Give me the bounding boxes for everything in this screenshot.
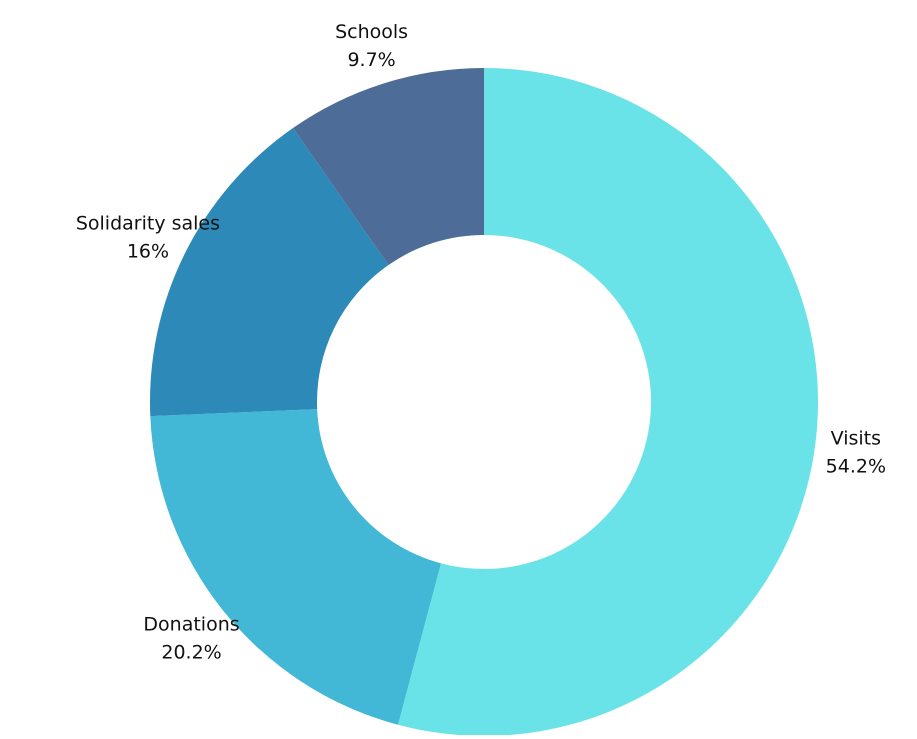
slice-label-group: Donations 20.2% bbox=[143, 614, 239, 664]
slice-label-group: Solidarity sales 16% bbox=[76, 213, 220, 263]
slice-category-label: Donations bbox=[143, 614, 239, 636]
slice-visits bbox=[397, 68, 818, 736]
slice-solidarity-sales bbox=[150, 128, 389, 417]
slice-label-group: Visits 54.2% bbox=[826, 428, 886, 478]
slice-value-label: 20.2% bbox=[161, 642, 221, 664]
slice-category-label: Visits bbox=[831, 428, 881, 450]
slice-value-label: 9.7% bbox=[347, 49, 395, 71]
slice-schools bbox=[292, 68, 484, 266]
slice-value-label: 16% bbox=[127, 241, 169, 263]
slice-donations bbox=[150, 409, 441, 725]
slice-category-label: Solidarity sales bbox=[76, 213, 220, 235]
slice-label-group: Schools 9.7% bbox=[335, 21, 408, 71]
slice-value-label: 54.2% bbox=[826, 456, 886, 478]
slice-category-label: Schools bbox=[335, 21, 408, 43]
